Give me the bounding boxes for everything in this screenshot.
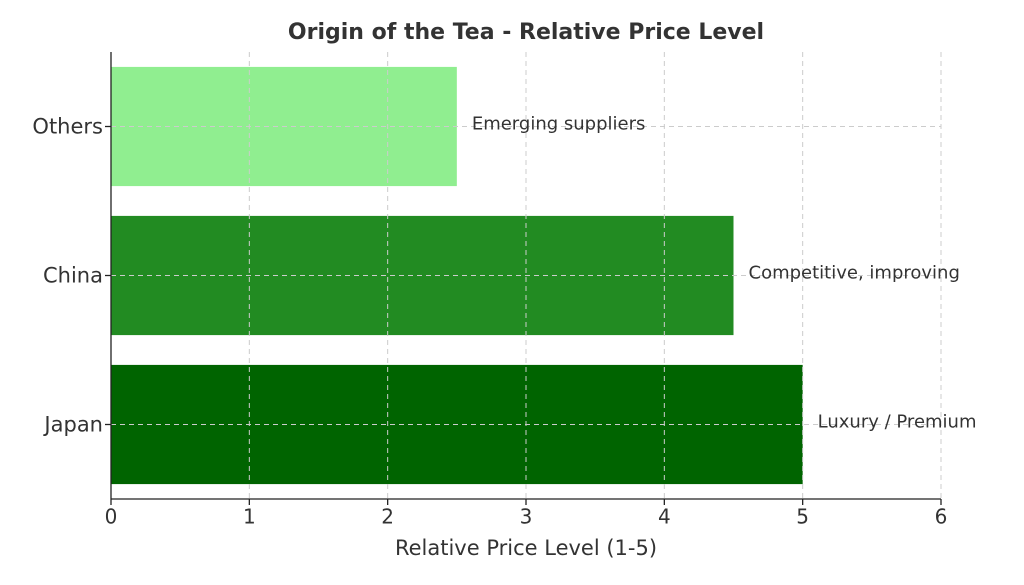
x-tick-label: 2 <box>381 505 394 529</box>
x-tick-label: 5 <box>796 505 809 529</box>
y-tick-label: China <box>43 264 103 288</box>
x-axis-label: Relative Price Level (1-5) <box>395 536 657 560</box>
annotation: Luxury / Premium <box>818 412 977 433</box>
x-tick-label: 3 <box>520 505 533 529</box>
y-tick-label: Japan <box>42 413 103 437</box>
y-tick-label: Others <box>32 115 103 139</box>
x-tick-label: 4 <box>658 505 671 529</box>
annotation: Emerging suppliers <box>472 114 646 135</box>
annotation: Competitive, improving <box>749 263 960 284</box>
x-tick-label: 1 <box>243 505 256 529</box>
x-tick-label: 6 <box>935 505 948 529</box>
x-tick-label: 0 <box>105 505 118 529</box>
chart-title: Origin of the Tea - Relative Price Level <box>288 20 764 45</box>
